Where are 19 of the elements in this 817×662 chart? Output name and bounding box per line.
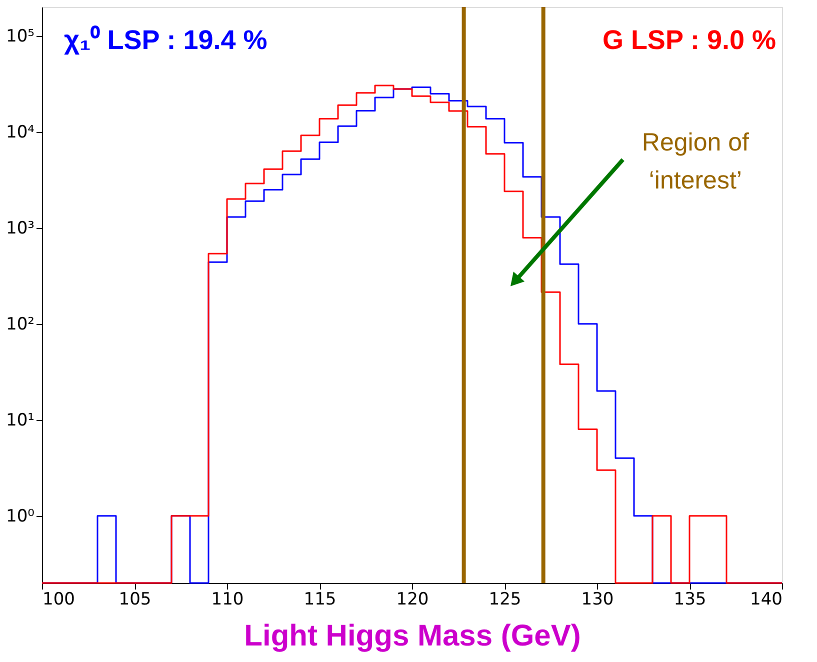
annotation: Region of ‘interest’ <box>642 128 749 194</box>
text: G LSP : 9.0 % <box>602 25 776 55</box>
x-tick-label: 125 <box>488 590 522 610</box>
text: χ₁⁰ LSP : 19.4 % <box>64 25 268 55</box>
x-tick-label: 130 <box>581 590 614 610</box>
x-tick-label: 110 <box>211 590 244 610</box>
y-tick-label: 10⁴ <box>6 122 35 142</box>
y-tick-label: 10⁵ <box>6 26 34 46</box>
y-tick-label: 10² <box>6 314 34 334</box>
y-tick-label: 10³ <box>6 218 34 238</box>
x-tick-label: 135 <box>674 590 706 610</box>
x-axis-title: Light Higgs Mass (GeV) <box>244 620 581 652</box>
x-tick-label: 120 <box>396 590 429 610</box>
y-tick-label: 10⁰ <box>6 506 35 526</box>
x-tick-label: 140 <box>750 590 782 610</box>
x-tick-label: 115 <box>304 590 336 610</box>
x-tick-label: 105 <box>118 590 152 610</box>
y-tick-label: 10¹ <box>6 410 34 430</box>
x-tick-label: 100 <box>42 590 75 610</box>
